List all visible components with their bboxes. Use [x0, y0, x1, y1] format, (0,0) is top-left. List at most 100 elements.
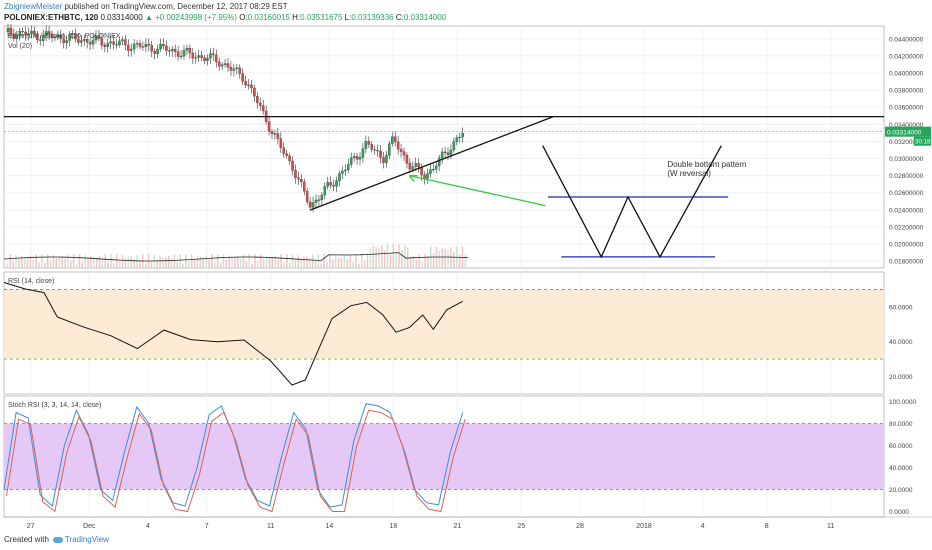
- stoch-y-tick: 40.0000: [889, 465, 913, 472]
- volume-bar: [283, 262, 285, 268]
- candle-body: [68, 34, 71, 41]
- volume-bar: [358, 263, 360, 268]
- volume-bar: [395, 252, 397, 268]
- candle-body: [106, 42, 109, 47]
- volume-bar: [444, 248, 446, 268]
- candle-body: [30, 30, 33, 34]
- volume-bar: [188, 261, 190, 268]
- candle-body: [253, 87, 256, 97]
- candle-body: [361, 148, 365, 158]
- volume-bar: [127, 256, 130, 268]
- candle-body: [294, 170, 297, 179]
- candle-body: [94, 35, 98, 41]
- volume-label: Vol (20): [8, 43, 32, 50]
- volume-bar: [360, 254, 363, 268]
- volume-bar: [107, 262, 109, 268]
- candle-body: [132, 43, 136, 50]
- volume-bar: [404, 245, 406, 268]
- candle-body: [285, 153, 288, 156]
- candle-body: [147, 43, 151, 46]
- candle-body: [165, 45, 168, 51]
- volume-bar: [349, 254, 351, 268]
- candle-body: [402, 151, 406, 156]
- volume-bar: [245, 261, 248, 268]
- ohlc-line: POLONIEX:ETHBTC, 120 0.03314000 ▲ +0.002…: [4, 13, 446, 22]
- candle-body: [297, 177, 300, 180]
- candle-body: [39, 39, 42, 41]
- volume-bar: [291, 254, 294, 268]
- x-tick-label: 28: [576, 523, 584, 530]
- x-tick-label: 11: [827, 523, 834, 530]
- close-value: 0.03314000: [403, 13, 447, 22]
- candle-body: [393, 136, 397, 143]
- candle-body: [440, 151, 444, 158]
- author-link[interactable]: ZbigniewMeister: [4, 2, 63, 11]
- volume-bar: [381, 245, 383, 268]
- volume-bar: [133, 258, 135, 268]
- price-y-tick: 0.02400000: [889, 207, 924, 214]
- tradingview-brand[interactable]: TradingView: [64, 535, 109, 544]
- x-tick-label: 2018: [636, 523, 652, 530]
- volume-bar: [398, 244, 400, 268]
- volume-bar: [116, 254, 118, 268]
- volume-bar: [211, 254, 213, 268]
- volume-bar: [21, 256, 23, 268]
- candle-body: [352, 156, 356, 158]
- candle-body: [388, 143, 391, 156]
- volume-bar: [6, 264, 9, 268]
- volume-bar: [214, 262, 216, 268]
- volume-bar: [12, 261, 14, 268]
- volume-bar: [46, 254, 49, 268]
- volume-bar: [162, 257, 164, 268]
- volume-bar: [78, 254, 81, 268]
- candle-body: [235, 67, 239, 70]
- candle-body: [376, 150, 379, 152]
- x-tick-label: 21: [453, 523, 461, 530]
- volume-bar: [52, 255, 55, 268]
- candle-body: [423, 174, 426, 179]
- candle-body: [18, 30, 21, 36]
- volume-bar: [366, 254, 369, 268]
- candle-body: [344, 169, 347, 172]
- green-arrow-head: [408, 174, 418, 183]
- volume-bar: [237, 256, 239, 268]
- volume-bar: [144, 263, 147, 268]
- chart-area[interactable]: 27 Dec 4 7 11 14 18 21 25 28 2018 4 8 11 0.04400000 0.0…: [0, 24, 932, 532]
- stoch-y-tick: 60.0000: [889, 443, 913, 450]
- volume-bar: [81, 261, 84, 268]
- candle-body: [109, 41, 112, 44]
- candle-body: [303, 181, 306, 192]
- volume-bar: [196, 256, 199, 268]
- candle-body: [226, 63, 230, 68]
- volume-bar: [193, 258, 196, 268]
- volume-bar: [458, 254, 461, 268]
- volume-bar: [104, 254, 107, 268]
- volume-bar: [248, 254, 251, 268]
- rsi-y-tick: 20.0000: [889, 374, 913, 381]
- candle-body: [91, 39, 95, 45]
- volume-bar: [464, 254, 467, 268]
- candle-body: [267, 121, 271, 132]
- candle-body: [461, 133, 464, 138]
- candle-body: [129, 48, 133, 51]
- symbol-label: POLONIEX:ETHBTC, 120: [4, 13, 99, 22]
- candle-body: [80, 40, 83, 43]
- volume-bar: [286, 254, 288, 268]
- last-price-tag: [885, 126, 931, 137]
- candle-body: [452, 141, 456, 151]
- volume-bar: [300, 258, 302, 268]
- volume-bar: [438, 250, 441, 268]
- candle-body: [150, 45, 153, 52]
- volume-bar: [274, 255, 277, 268]
- volume-bar: [297, 255, 300, 268]
- x-tick-label: 27: [27, 523, 35, 530]
- candle-body: [305, 191, 309, 203]
- candle-body: [200, 55, 203, 58]
- volume-bar: [98, 255, 101, 268]
- candle-body: [446, 152, 450, 155]
- candle-body: [15, 35, 19, 39]
- volume-bar: [225, 260, 228, 268]
- ascending-trendline: [310, 116, 554, 211]
- candle-body: [112, 41, 115, 45]
- volume-bar: [432, 253, 435, 268]
